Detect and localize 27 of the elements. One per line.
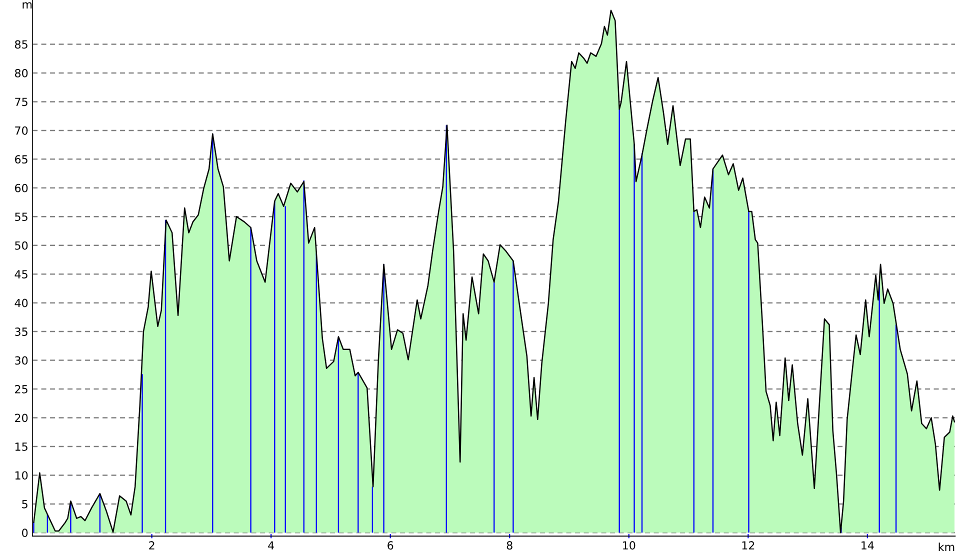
y-tick-label: 65: [15, 155, 28, 164]
y-tick-label: 25: [15, 385, 28, 394]
y-tick-label: 70: [15, 126, 28, 135]
y-tick-label: 55: [15, 212, 28, 222]
y-tick-label: 20: [15, 414, 28, 422]
x-tick-label: 2: [149, 541, 154, 550]
y-tick-label: 50: [15, 241, 28, 250]
y-tick-label: 15: [15, 442, 28, 451]
y-tick-label: 0: [22, 528, 28, 538]
y-tick-label: 45: [14, 270, 28, 278]
x-tick-label: 14: [862, 541, 874, 550]
y-tick-label: 40: [14, 298, 28, 308]
y-tick-label: 5: [22, 500, 28, 508]
x-tick-label: 10: [623, 541, 636, 550]
y-tick-label: 35: [15, 328, 28, 336]
x-tick-label: 4: [268, 541, 274, 550]
y-tick-label: 80: [14, 68, 28, 78]
y-tick-label: 85: [14, 40, 28, 49]
y-tick-label: 75: [15, 98, 28, 106]
x-tick-label: 6: [388, 541, 394, 550]
x-tick-label: 12: [742, 541, 754, 550]
y-tick-label: 60: [15, 184, 28, 192]
y-tick-label: 10: [15, 471, 28, 480]
x-axis-title: km: [938, 542, 954, 552]
y-tick-label: 30: [15, 356, 28, 365]
y-axis-title: m: [22, 2, 32, 8]
x-tick-label: 8: [506, 541, 512, 550]
